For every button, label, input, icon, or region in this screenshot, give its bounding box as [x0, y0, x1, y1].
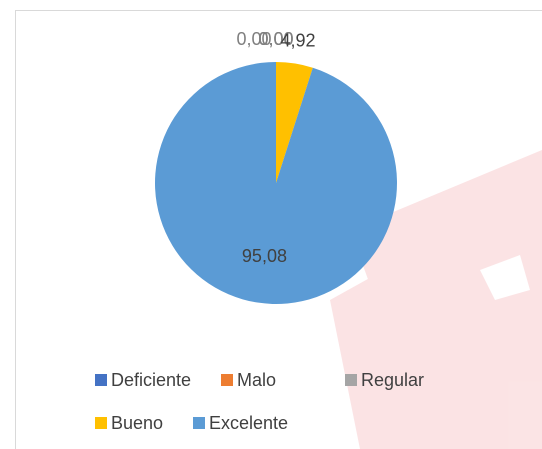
data-label: 4,92 [280, 30, 315, 50]
legend-label: Deficiente [111, 370, 191, 390]
data-label: 0,00 [236, 29, 271, 49]
legend-swatch [95, 417, 107, 429]
legend-swatch [345, 374, 357, 386]
pie-slice [276, 62, 313, 183]
chart-frame [15, 10, 542, 449]
legend-label: Excelente [209, 413, 288, 433]
legend-swatch [95, 374, 107, 386]
legend-label: Bueno [111, 413, 163, 433]
data-label: 95,08 [242, 246, 287, 266]
data-label: 0,00 [258, 29, 293, 49]
data-label: 0,00 [258, 29, 293, 49]
legend-swatch [221, 374, 233, 386]
legend-label: Malo [237, 370, 276, 390]
legend-label: Regular [361, 370, 424, 390]
pie-slice [154, 62, 397, 304]
watermark [330, 150, 542, 449]
legend-swatch [193, 417, 205, 429]
